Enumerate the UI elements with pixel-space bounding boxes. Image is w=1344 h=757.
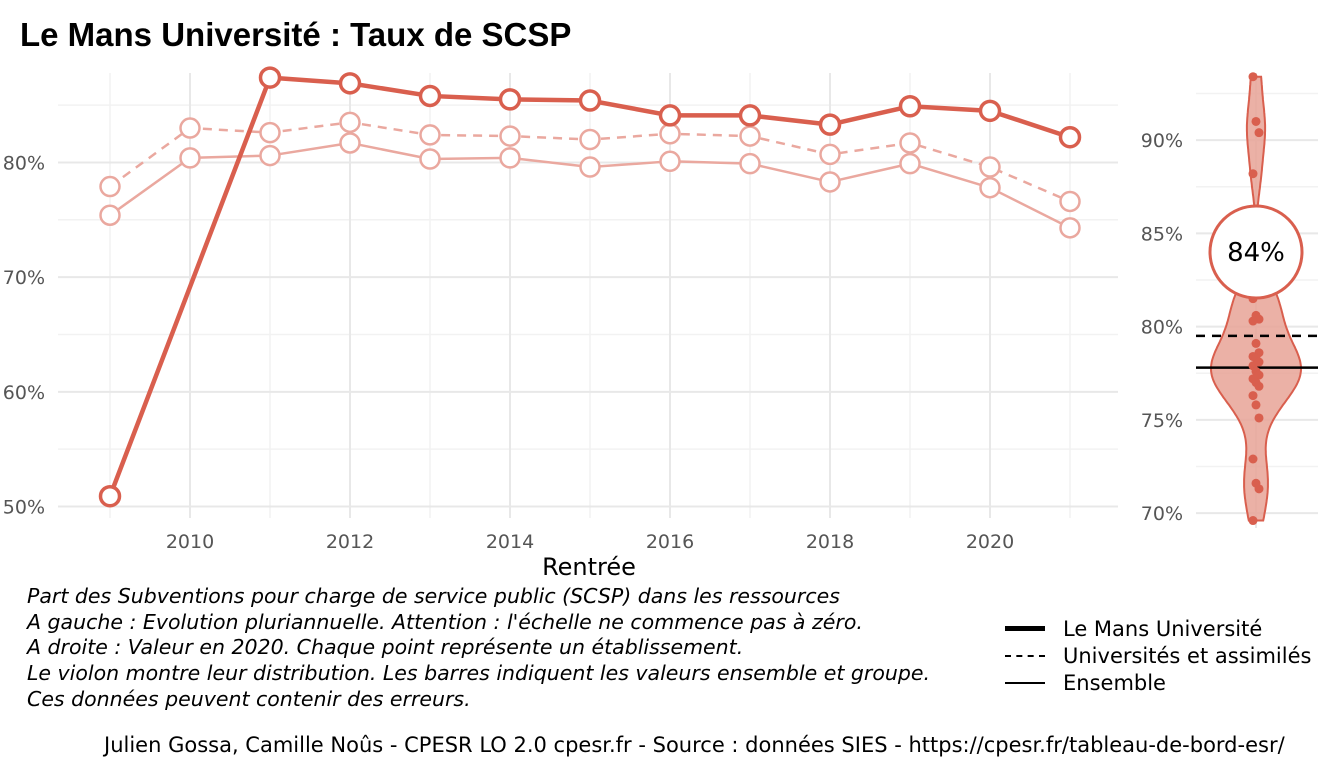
institution-point [1251,116,1261,126]
y-tick-label: 70% [3,267,45,289]
note-line: A droite : Valeur en 2020. Chaque point … [27,635,744,660]
series-line [107,75,1071,498]
legend-key-dashed-line [1005,654,1045,657]
note-line: Part des Subventions pour charge de serv… [27,584,840,608]
series-point [259,144,281,167]
series-point [818,113,842,136]
series-point [1059,190,1081,213]
highlight-value-label: 84% [1227,238,1285,268]
legend: Le Mans Université Universités et assimi… [1005,615,1311,696]
series-point [179,117,201,139]
note-line: Ces données peuvent contenir des erreurs… [27,686,471,711]
series-point [819,143,841,166]
series-point [499,125,521,147]
series-point [419,148,441,170]
institution-point [1248,72,1258,82]
series-point [259,121,281,144]
series-point [1059,217,1081,239]
legend-key-thick-line [1005,626,1045,631]
series-point [339,132,361,154]
institution-point [1251,338,1261,348]
right-axis-labels: 70% 75% 80% 85% 90% [1141,130,1183,525]
legend-item: Universités et assimilés [1005,642,1311,669]
series-point [258,66,282,89]
y-tick-label: 80% [1141,317,1183,339]
institution-point [1254,413,1264,423]
y-tick-label: 80% [3,152,45,174]
series-point [579,156,601,178]
institution-point [1248,391,1258,401]
series-point [99,175,121,198]
series-point [179,147,201,169]
series-point [738,104,762,127]
series-point [98,484,122,508]
x-tick-label: 2020 [966,531,1014,553]
institution-point [1254,128,1264,138]
legend-label: Universités et assimilés [1063,643,1312,668]
x-tick-label: 2014 [486,531,534,553]
chart-title: Le Mans Université : Taux de SCSP [20,16,572,53]
series-point [658,104,682,127]
x-axis-label: Rentrée [542,553,636,581]
series-point [419,124,441,146]
series-point [659,123,681,145]
violin-plot: 84% [1196,72,1318,526]
series-point [979,156,1001,178]
chart-notes: Part des Subventions pour charge de serv… [27,584,930,713]
series-point [659,150,681,173]
institution-point [1248,454,1258,464]
legend-item: Le Mans Université [1005,615,1311,642]
series-point [99,204,121,226]
series-point [739,152,761,175]
institution-point [1254,381,1264,391]
institution-point [1248,516,1258,526]
x-tick-label: 2012 [326,531,374,553]
x-tick-label: 2016 [646,531,694,553]
y-tick-label: 60% [3,382,45,404]
series-point [899,152,921,175]
series-point [578,89,602,112]
source-caption: Julien Gossa, Camille Noûs - CPESR LO 2.… [104,733,1285,757]
legend-key-thin-line [1005,681,1045,684]
note-line: Le violon montre leur distribution. Les … [27,661,931,686]
x-tick-label: 2018 [806,531,854,553]
series-point [978,99,1002,123]
series-point [338,72,362,95]
series-point [499,147,521,169]
series-point [898,95,922,118]
series-point [979,176,1001,199]
institution-point [1248,316,1258,326]
highlight-bubble [1208,204,1304,300]
y-tick-label: 85% [1141,223,1183,245]
legend-item: Ensemble [1005,669,1311,696]
institution-point [1254,484,1264,494]
y-tick-label: 90% [1141,130,1183,152]
y-tick-label: 50% [3,497,45,519]
legend-label: Le Mans Université [1063,616,1263,641]
series-point [418,84,442,108]
legend-label: Ensemble [1063,670,1166,695]
left-axis-labels: 2010 2012 2014 2016 2018 2020 50% 60% 70% 80% [3,152,1014,553]
note-line: A gauche : Evolution pluriannuelle. Atte… [27,609,863,634]
series-point [819,171,841,193]
institution-point [1251,400,1261,410]
series-point [579,128,601,151]
x-tick-label: 2010 [166,531,214,553]
series-point [498,88,522,111]
series-point [899,132,921,154]
series-point [739,125,761,147]
series-point [1058,125,1082,149]
y-tick-label: 75% [1141,410,1183,432]
left-series [98,66,1082,508]
institution-point [1248,169,1258,179]
series-point [339,111,361,134]
y-tick-label: 70% [1141,503,1183,525]
